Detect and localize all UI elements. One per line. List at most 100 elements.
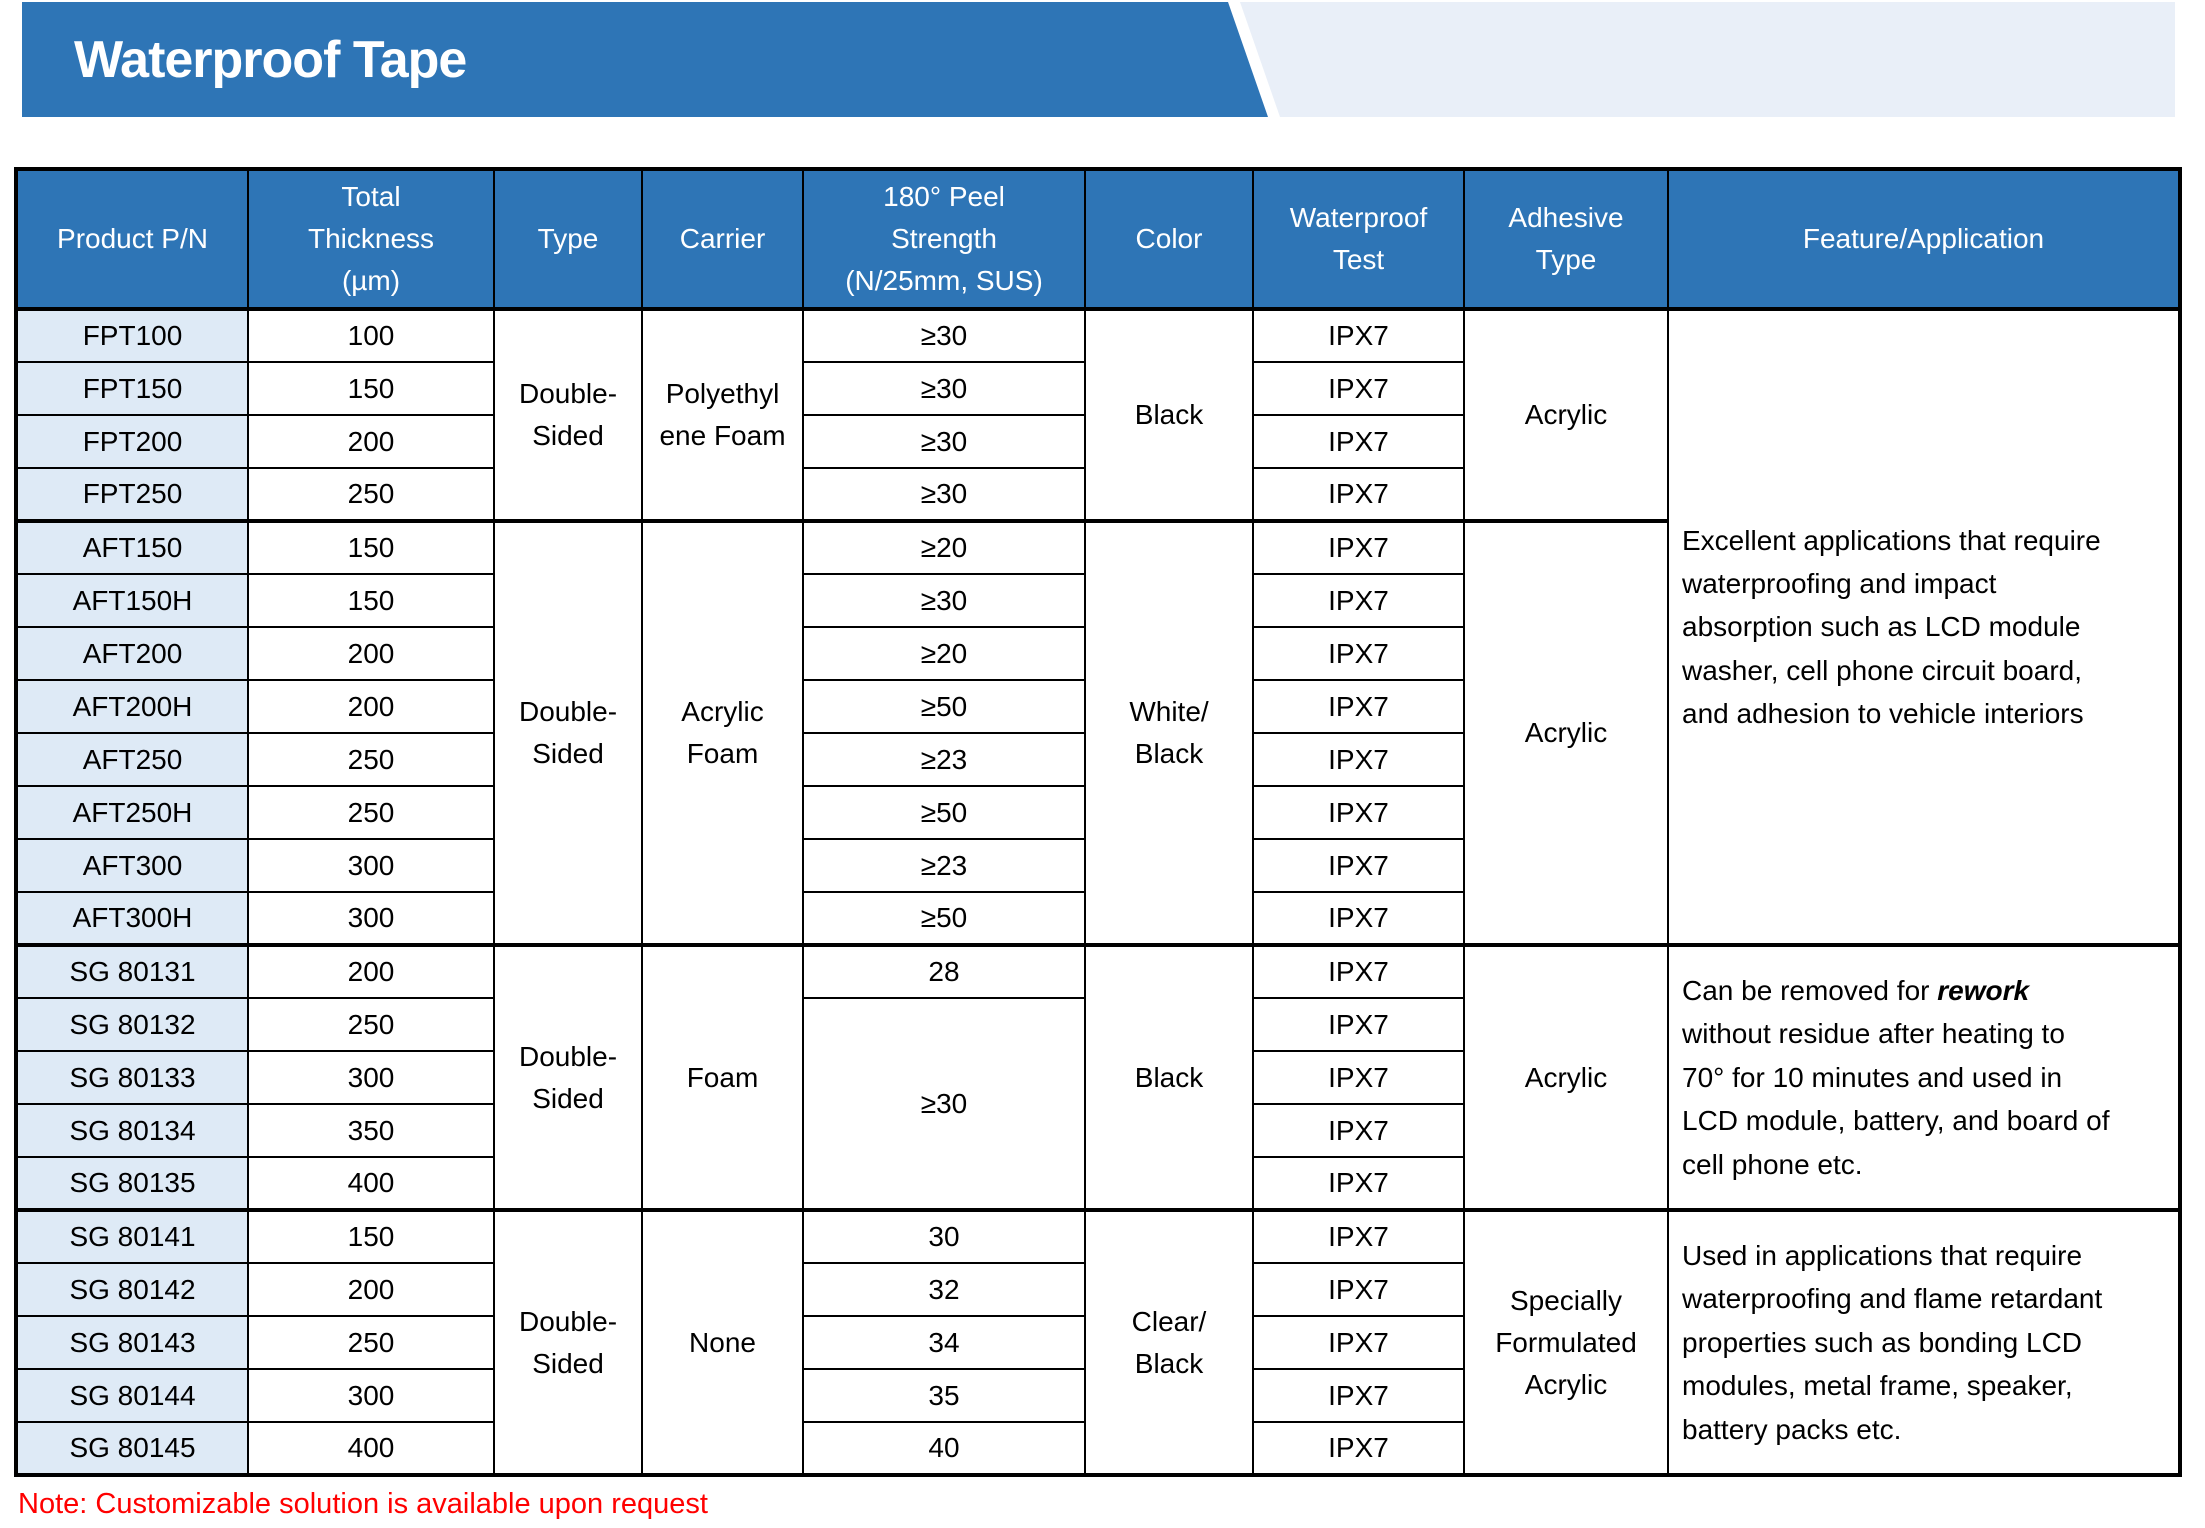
cell-waterproof-test: IPX7 (1252, 1368, 1465, 1423)
cell-waterproof-test: IPX7 (1252, 519, 1465, 575)
cell-color: Black (1084, 943, 1254, 1211)
cell-waterproof-test: IPX7 (1252, 414, 1465, 469)
cell-peel-strength: ≥30 (802, 997, 1086, 1211)
cell-waterproof-test: IPX7 (1252, 573, 1465, 628)
cell-waterproof-test: IPX7 (1252, 1103, 1465, 1158)
cell-product-pn: SG 80135 (15, 1156, 249, 1211)
table-row: AFT250H 250 ≥50 IPX7 (15, 785, 2180, 840)
cell-product-pn: FPT150 (15, 361, 249, 416)
cell-feature: Used in applications that require waterp… (1667, 1208, 2181, 1476)
feature-text-prefix: Can be removed for (1682, 975, 1938, 1007)
cell-waterproof-test: IPX7 (1252, 308, 1465, 363)
col-header-thickness: Total Thickness (µm) (247, 168, 495, 311)
title-banner: Waterproof Tape (22, 2, 1268, 117)
table-row: AFT150H 150 ≥30 IPX7 (15, 573, 2180, 628)
table-row: FPT200 200 ≥30 IPX7 (15, 414, 2180, 469)
cell-thickness: 400 (247, 1156, 495, 1211)
cell-thickness: 150 (247, 361, 495, 416)
cell-thickness: 200 (247, 679, 495, 734)
cell-thickness: 250 (247, 467, 495, 522)
cell-product-pn: AFT250H (15, 785, 249, 840)
cell-peel-strength: 35 (802, 1368, 1086, 1423)
cell-peel-strength: ≥20 (802, 519, 1086, 575)
cell-product-pn: SG 80145 (15, 1421, 249, 1476)
col-header-feature: Feature/Application (1667, 168, 2181, 311)
col-header-color: Color (1084, 168, 1254, 311)
cell-product-pn: AFT150H (15, 573, 249, 628)
table-row: AFT250 250 ≥23 IPX7 (15, 732, 2180, 787)
cell-adhesive-type: Acrylic (1463, 519, 1669, 946)
cell-peel-strength: ≥30 (802, 361, 1086, 416)
cell-thickness: 250 (247, 732, 495, 787)
cell-type: Double- Sided (493, 308, 643, 522)
cell-product-pn: AFT300 (15, 838, 249, 893)
cell-carrier: Foam (641, 943, 804, 1211)
cell-waterproof-test: IPX7 (1252, 1315, 1465, 1370)
cell-thickness: 400 (247, 1421, 495, 1476)
cell-product-pn: AFT200 (15, 626, 249, 681)
cell-product-pn: FPT200 (15, 414, 249, 469)
cell-type: Double- Sided (493, 1208, 643, 1476)
table-row: SG 80141 150 Double- Sided None 30 Clear… (15, 1208, 2181, 1476)
cell-waterproof-test: IPX7 (1252, 1208, 1465, 1264)
table-row: SG 80134 350 IPX7 (15, 1103, 2180, 1158)
cell-waterproof-test: IPX7 (1252, 997, 1465, 1052)
table-row: SG 80135 400 IPX7 (15, 1156, 2180, 1211)
cell-color: Black (1084, 308, 1254, 522)
cell-product-pn: AFT300H (15, 891, 249, 946)
cell-waterproof-test: IPX7 (1252, 626, 1465, 681)
feature-text-rework: rework (1937, 975, 2030, 1007)
cell-thickness: 200 (247, 414, 495, 469)
cell-product-pn: SG 80134 (15, 1103, 249, 1158)
cell-peel-strength: ≥30 (802, 308, 1086, 363)
cell-peel-strength: ≥30 (802, 573, 1086, 628)
cell-color: Clear/ Black (1084, 1208, 1254, 1476)
footnote: Note: Customizable solution is available… (18, 1488, 708, 1520)
table-row: FPT250 250 ≥30 IPX7 (15, 467, 2180, 522)
cell-type: Double- Sided (493, 519, 643, 946)
cell-thickness: 150 (247, 519, 495, 575)
cell-waterproof-test: IPX7 (1252, 838, 1465, 893)
cell-adhesive-type: Acrylic (1463, 943, 1669, 1211)
cell-peel-strength: ≥23 (802, 838, 1086, 893)
cell-peel-strength: ≥50 (802, 891, 1086, 946)
col-header-carrier: Carrier (641, 168, 804, 311)
cell-peel-strength: 28 (802, 943, 1086, 999)
table-row: SG 80131 200 Double- Sided Foam 28 Black… (15, 943, 2181, 1211)
cell-peel-strength: ≥23 (802, 732, 1086, 787)
cell-thickness: 300 (247, 1368, 495, 1423)
cell-waterproof-test: IPX7 (1252, 1421, 1465, 1476)
cell-product-pn: SG 80132 (15, 997, 249, 1052)
cell-carrier: None (641, 1208, 804, 1476)
col-header-type: Type (493, 168, 643, 311)
cell-product-pn: SG 80141 (15, 1208, 249, 1264)
cell-product-pn: SG 80143 (15, 1315, 249, 1370)
cell-thickness: 200 (247, 626, 495, 681)
cell-thickness: 150 (247, 573, 495, 628)
header-row: Product P/N Total Thickness (µm) Type Ca… (15, 168, 2181, 311)
banner-accent-band (1240, 2, 2175, 117)
cell-waterproof-test: IPX7 (1252, 785, 1465, 840)
cell-product-pn: AFT150 (15, 519, 249, 575)
page-title: Waterproof Tape (74, 30, 467, 89)
cell-type: Double- Sided (493, 943, 643, 1211)
cell-adhesive-type: Specially Formulated Acrylic (1463, 1208, 1669, 1476)
cell-peel-strength: ≥20 (802, 626, 1086, 681)
cell-carrier: Polyethyl ene Foam (641, 308, 804, 522)
cell-product-pn: AFT250 (15, 732, 249, 787)
col-header-waterproof-test: Waterproof Test (1252, 168, 1465, 311)
cell-color: White/ Black (1084, 519, 1254, 946)
cell-waterproof-test: IPX7 (1252, 679, 1465, 734)
table-row: SG 80143 250 34 IPX7 (15, 1315, 2180, 1370)
cell-product-pn: SG 80144 (15, 1368, 249, 1423)
cell-thickness: 300 (247, 891, 495, 946)
cell-waterproof-test: IPX7 (1252, 361, 1465, 416)
cell-peel-strength: ≥50 (802, 785, 1086, 840)
table-row: SG 80145 400 40 IPX7 (15, 1421, 2180, 1476)
cell-thickness: 300 (247, 1050, 495, 1105)
cell-peel-strength: ≥30 (802, 414, 1086, 469)
table-row: FPT100 100 Double- Sided Polyethyl ene F… (15, 308, 2181, 946)
cell-product-pn: SG 80131 (15, 943, 249, 999)
table-row: SG 80133 300 IPX7 (15, 1050, 2180, 1105)
